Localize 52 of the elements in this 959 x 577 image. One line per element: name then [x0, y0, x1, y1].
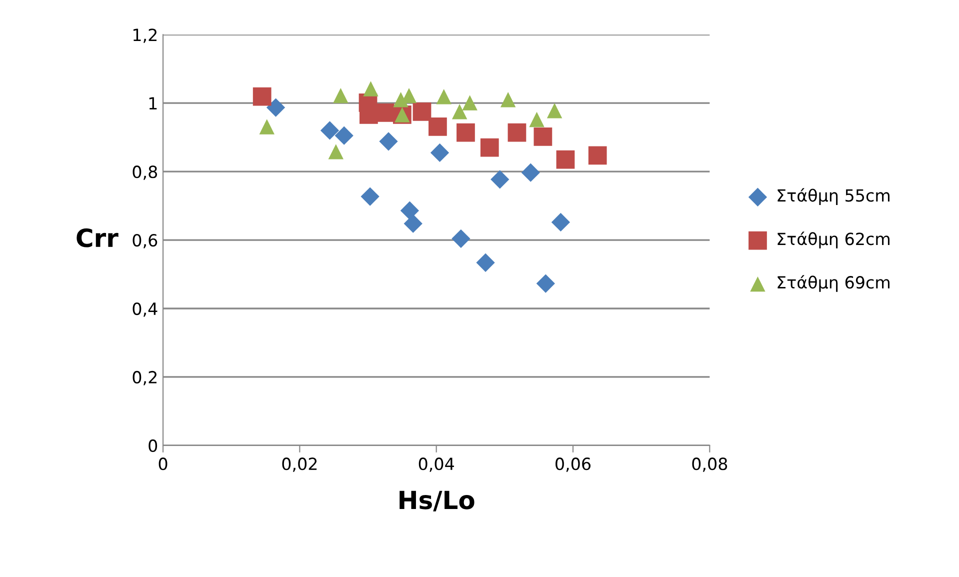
point [320, 121, 340, 140]
x-axis-title: Hs/Lo [400, 490, 474, 512]
legend-label: Στάθμη 62cm [778, 232, 890, 248]
point [534, 127, 552, 146]
legend-label: Στάθμη 69cm [778, 275, 890, 292]
point [529, 112, 544, 128]
point [456, 123, 475, 142]
x-tick-label: 0 [158, 458, 168, 470]
point [500, 92, 516, 108]
x-tick-label: 0,02 [282, 458, 317, 472]
point [333, 88, 348, 104]
point [259, 119, 274, 134]
point [480, 138, 499, 157]
y-tick-label: 1 [149, 97, 157, 110]
point [430, 143, 450, 162]
point [521, 163, 540, 182]
point [551, 212, 570, 232]
point [328, 144, 344, 160]
point [462, 95, 478, 110]
y-tick-label: 0,6 [132, 234, 158, 248]
point [363, 81, 378, 96]
point [393, 92, 408, 108]
y-tick-label: 0,4 [132, 302, 158, 317]
x-tick-label: 0,08 [692, 458, 728, 472]
point [508, 123, 526, 142]
point [266, 98, 286, 117]
point [334, 126, 354, 145]
x-tick-label: 0,04 [418, 458, 454, 472]
point [436, 88, 452, 104]
point [412, 102, 432, 121]
point [376, 103, 394, 122]
point [400, 201, 420, 220]
point [556, 150, 575, 169]
point [379, 132, 398, 151]
point [490, 170, 510, 189]
point [360, 187, 380, 206]
y-tick-label: 0 [148, 439, 158, 452]
x-tick-label: 0,06 [556, 458, 591, 472]
point [404, 214, 422, 233]
y-tick-label: 0,2 [132, 370, 156, 386]
y-axis-title: Crr [76, 228, 118, 248]
y-tick-label: 1,2 [133, 28, 156, 43]
point [452, 104, 468, 120]
point [536, 274, 555, 293]
point [428, 118, 447, 136]
point [252, 87, 272, 106]
legend-label: Στάθμη 55cm [778, 188, 890, 205]
point [588, 146, 607, 165]
point [546, 103, 562, 118]
y-tick-label: 0,8 [132, 166, 158, 180]
point [476, 253, 495, 272]
point [452, 229, 470, 248]
